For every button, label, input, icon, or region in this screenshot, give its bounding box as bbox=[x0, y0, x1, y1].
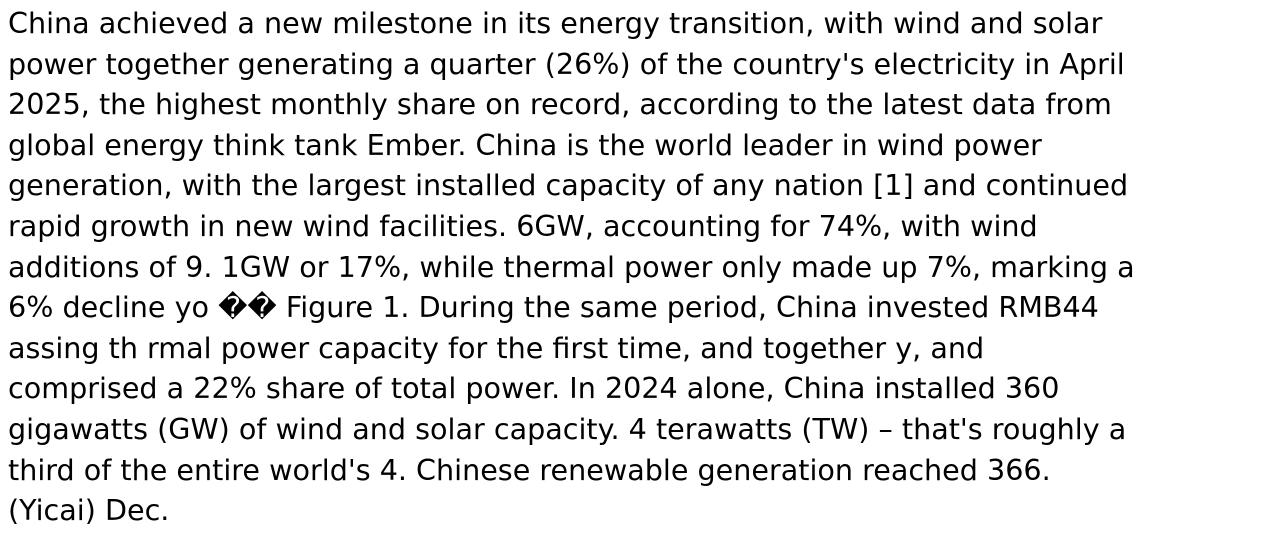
text-line: power together generating a quarter (26%… bbox=[8, 46, 1125, 81]
paragraph: China achieved a new milestone in its en… bbox=[8, 3, 1284, 531]
text-line: China achieved a new milestone in its en… bbox=[8, 6, 1103, 40]
text-line: rapid growth in new wind facilities. 6GW… bbox=[8, 208, 1038, 243]
text-line: 2025, the highest monthly share on recor… bbox=[8, 87, 1112, 122]
text-line: global energy think tank Ember. China is… bbox=[8, 127, 1042, 162]
text-line: (Yicai) Dec. bbox=[8, 493, 170, 528]
text-line: generation, with the largest installed c… bbox=[8, 168, 1129, 203]
text-line: third of the entire world's 4. Chinese r… bbox=[8, 452, 1051, 487]
text-line: 6% decline yo �� Figure 1. During the sa… bbox=[8, 290, 1099, 325]
text-line: assing th rmal power capacity for the fi… bbox=[8, 330, 985, 365]
text-line: additions of 9. 1GW or 17%, while therma… bbox=[8, 249, 1135, 284]
text-line: gigawatts (GW) of wind and solar capacit… bbox=[8, 411, 1127, 446]
text-line: comprised a 22% share of total power. In… bbox=[8, 371, 1060, 406]
